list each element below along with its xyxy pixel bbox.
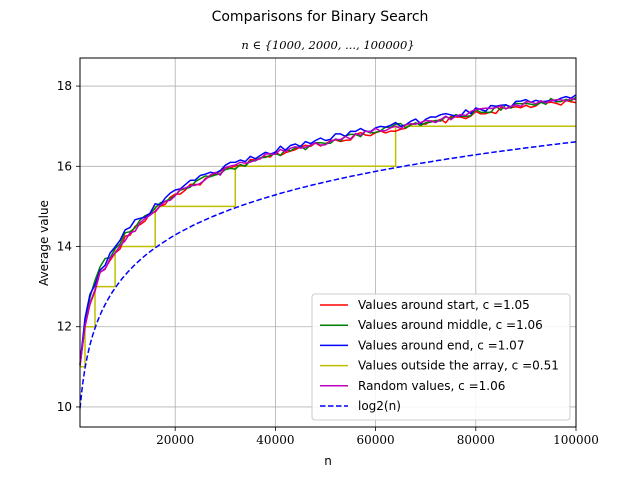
legend: Values around start, c =1.05 Values aroun…	[311, 293, 571, 421]
y-axis-label: Average value	[37, 200, 51, 286]
legend-label: Values outside the array, c =0.51	[358, 359, 559, 373]
chart-subtitle: n ∈ {1000, 2000, ..., 100000}	[241, 38, 414, 52]
y-tick-label: 16	[57, 159, 72, 173]
x-axis-label: n	[324, 454, 332, 468]
x-tick-label: 20000	[156, 433, 194, 447]
y-tick-label: 12	[57, 320, 72, 334]
series-line-4	[79, 97, 577, 365]
legend-label: Values around start, c =1.05	[358, 298, 530, 312]
x-tick-label: 60000	[357, 433, 395, 447]
series-line-5	[79, 141, 577, 409]
x-tick-label: 100000	[553, 433, 599, 447]
legend-label: log2(n)	[358, 399, 401, 413]
y-tick-label: 10	[57, 400, 72, 414]
legend-box	[311, 293, 571, 421]
axes-frame	[79, 57, 577, 428]
series-line-3	[80, 125, 576, 368]
y-tick-label: 14	[57, 240, 72, 254]
x-tick-label: 80000	[457, 433, 495, 447]
series-line-2	[79, 94, 577, 364]
legend-label: Random values, c =1.06	[358, 379, 505, 393]
x-axis-ticks: 20000 40000 60000 80000 100000	[156, 427, 599, 447]
x-tick-label: 40000	[256, 433, 294, 447]
series-group	[79, 94, 577, 409]
legend-label: Values around middle, c =1.06	[358, 318, 543, 332]
legend-label: Values around end, c =1.07	[358, 338, 524, 352]
y-tick-label: 18	[57, 79, 72, 93]
y-axis-ticks: 10 12 14 16 18	[57, 79, 80, 414]
chart-title: Comparisons for Binary Search	[212, 9, 429, 25]
